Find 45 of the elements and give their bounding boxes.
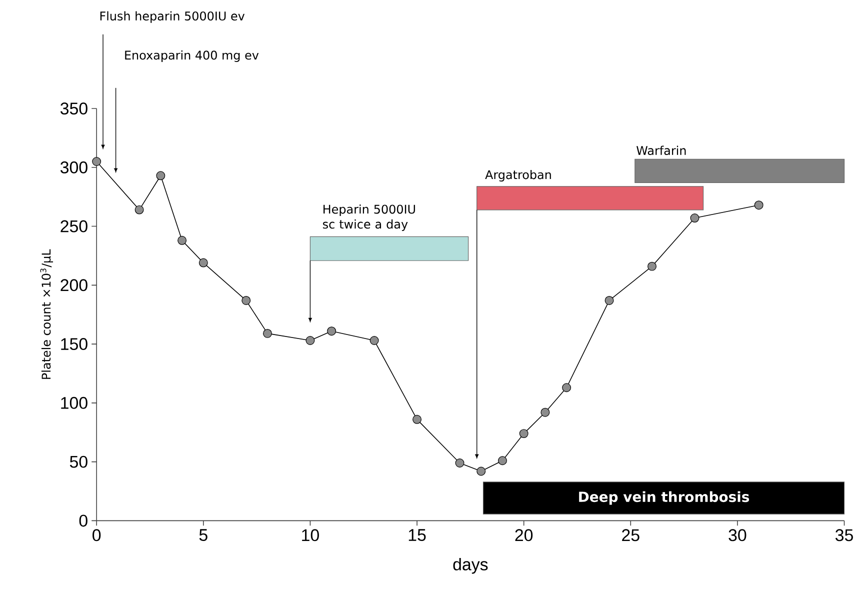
point (455, 458, 464, 468)
x-tick-label: 15 (408, 529, 426, 541)
x-tick-label: 20 (515, 529, 533, 542)
y-axis-title: Platele count ×10$^{3}$/µL (40, 249, 54, 379)
x-tick-label: 0 (92, 529, 101, 542)
point (198, 258, 208, 268)
x-tick-label: 5 (199, 529, 208, 541)
point (412, 414, 422, 424)
band-label: Warfarin (636, 146, 686, 155)
annotation: Heparin 5000IU sc twice a day (322, 204, 415, 231)
point (306, 336, 315, 345)
band-label: Deep vein thrombosis (579, 491, 750, 505)
point (263, 328, 272, 338)
annotation: Argatroban (485, 170, 551, 182)
point (540, 408, 550, 417)
x-axis-title: days (453, 558, 488, 574)
point (92, 156, 102, 166)
point (754, 200, 764, 210)
point (476, 466, 486, 476)
y-tick-label: 50 (70, 456, 88, 468)
point (370, 336, 379, 345)
y-tick-label: 100 (61, 396, 88, 409)
text: Enoxaparin 400 mg ev (125, 50, 259, 62)
point (562, 382, 572, 392)
point (690, 213, 700, 222)
y-tick-label: 350 (60, 102, 88, 114)
point (604, 296, 614, 305)
point (519, 428, 528, 438)
point (242, 296, 251, 305)
x-tick-label: 25 (622, 529, 640, 542)
x-tick-label: 30 (728, 529, 746, 542)
y-tick-label: 300 (60, 161, 88, 174)
y-tick-label: 0 (79, 514, 88, 527)
y-tick-label: 250 (60, 220, 88, 232)
text: Flush heparin 5000IU ev (100, 11, 245, 23)
x-tick-label: 10 (302, 529, 319, 542)
y-tick-label: 200 (60, 279, 88, 291)
point (134, 205, 144, 214)
point (327, 326, 336, 336)
point (648, 262, 656, 271)
point (498, 456, 507, 465)
x-tick-label: 35 (835, 529, 853, 542)
y-tick-label: 150 (61, 338, 88, 350)
point (178, 236, 187, 245)
point (156, 170, 166, 180)
